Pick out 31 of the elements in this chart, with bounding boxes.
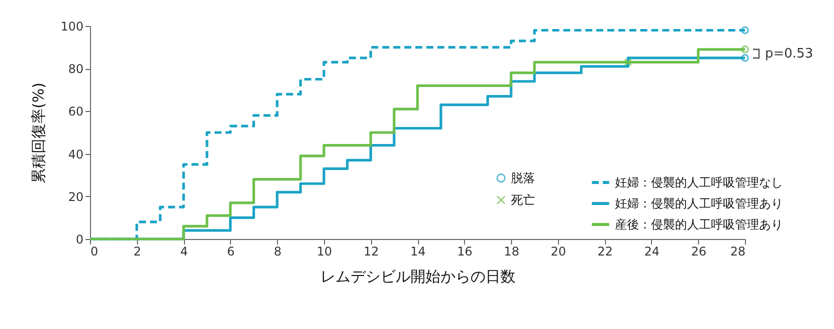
x-tick-label: 4	[180, 244, 188, 258]
y-tick-label: 60	[68, 104, 84, 119]
y-tick-label: 40	[68, 147, 84, 162]
x-tick-label: 12	[364, 244, 379, 258]
x-tick-label: 8	[274, 244, 282, 258]
x-axis-title: レムデシビル開始からの日数	[320, 268, 516, 286]
x-tick-label: 2	[133, 244, 142, 258]
y-axis-title: 累積回復率(%)	[30, 82, 48, 184]
point	[741, 26, 749, 34]
x-tick-label: 22	[598, 244, 613, 258]
legend-label: 産後：侵襲的人工呼吸管理あり	[615, 218, 783, 232]
x-tick-label: 20	[550, 244, 566, 258]
x-tick-label: 24	[644, 244, 660, 258]
x-tick-label: 18	[504, 244, 520, 258]
y-tick-label: 0	[76, 232, 84, 246]
y-tick-label: 100	[60, 20, 84, 34]
x-tick-label: 10	[316, 244, 332, 258]
point	[624, 58, 632, 66]
legend-label: 妊婦：侵襲的人工呼吸管理あり	[615, 196, 783, 210]
y-tick-label: 20	[68, 190, 84, 204]
legend-label: 脱落	[511, 171, 535, 185]
x-tick-label: 16	[457, 244, 472, 258]
y-tick-label: 80	[68, 62, 84, 76]
x-tick-label: 0	[90, 244, 98, 258]
legend-label: 死亡	[511, 193, 535, 207]
x-tick-label: 6	[227, 244, 235, 258]
legend-label: 妊婦：侵襲的人工呼吸管理なし	[615, 176, 783, 190]
x-tick-label: 14	[410, 244, 426, 258]
x-tick-label: 26	[691, 244, 706, 258]
annotation: p=0.53	[765, 46, 814, 62]
x-tick-label: 28	[730, 244, 746, 258]
